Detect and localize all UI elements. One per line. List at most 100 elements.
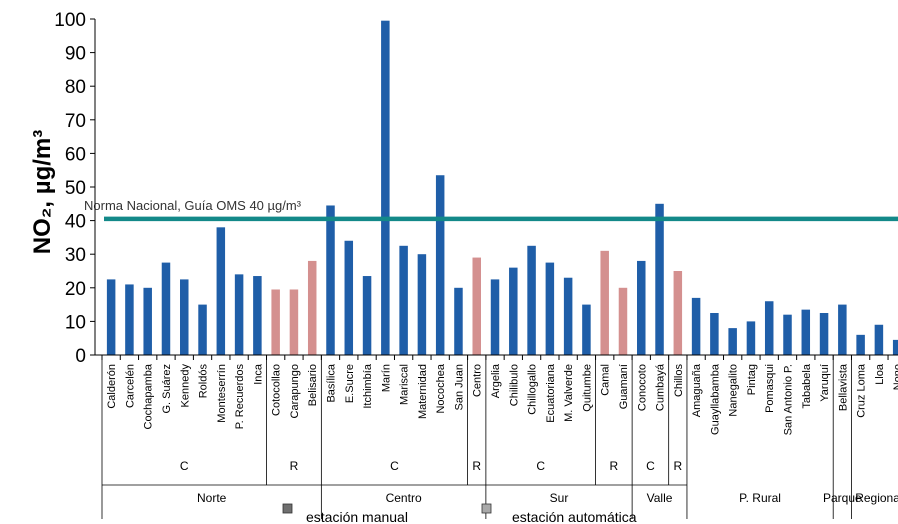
x-tick-label: Camal	[600, 364, 612, 396]
bar-29	[637, 261, 646, 355]
x-tick-label: M. Valverde	[563, 364, 575, 422]
x-tick-label: San Juan	[453, 364, 465, 410]
group-label: Norte	[197, 491, 227, 505]
group-label: Centro	[386, 491, 422, 505]
y-tick-label: 20	[65, 279, 86, 300]
reference-line-label: Norma Nacional, Guía OMS 40 µg/m³	[84, 198, 302, 213]
bar-0	[107, 279, 116, 355]
bar-41	[856, 335, 865, 355]
x-tick-label: Kennedy	[179, 364, 191, 408]
bar-40	[838, 305, 847, 355]
y-tick-label: 50	[65, 178, 86, 199]
legend-swatch-1	[482, 504, 491, 513]
x-tick-label: Nanegalito	[728, 364, 740, 417]
bar-25	[564, 278, 573, 355]
x-tick-label: Cruz Loma	[856, 363, 868, 418]
bar-15	[381, 21, 390, 355]
group-label: Regional	[855, 491, 898, 505]
bar-9	[271, 289, 280, 355]
bar-43	[893, 340, 898, 355]
x-tick-label: Itchimbía	[362, 363, 374, 409]
subgroup-label: R	[610, 459, 619, 473]
x-tick-label: Roldós	[198, 364, 210, 399]
x-tick-label: Inca	[252, 363, 264, 385]
subgroup-label: C	[390, 459, 399, 473]
x-tick-label: Nocochea	[435, 363, 447, 413]
group-label: Valle	[647, 491, 673, 505]
x-tick-label: Tababela	[801, 363, 813, 409]
y-tick-label: 30	[65, 245, 86, 266]
x-tick-label: Carapungo	[289, 364, 301, 418]
x-tick-label: Cotocollao	[271, 364, 283, 416]
bar-4	[180, 279, 189, 355]
bar-24	[546, 263, 555, 355]
x-tick-label: Bellavista	[837, 363, 849, 411]
bar-32	[692, 298, 701, 355]
bar-3	[162, 263, 171, 355]
bar-8	[253, 276, 262, 355]
bar-37	[783, 315, 792, 355]
bar-26	[582, 305, 591, 355]
y-tick-label: 70	[65, 111, 86, 132]
subgroup-label: C	[646, 459, 655, 473]
x-tick-label: Chillos	[673, 364, 685, 398]
x-tick-label: Pomasqui	[764, 364, 776, 413]
bar-2	[143, 288, 152, 355]
bar-17	[418, 254, 427, 355]
bar-12	[326, 205, 335, 355]
subgroup-label: R	[290, 459, 299, 473]
y-tick-label: 60	[65, 144, 86, 165]
x-tick-label: Centro	[472, 364, 484, 397]
bar-19	[454, 288, 463, 355]
bar-33	[710, 313, 719, 355]
bar-7	[235, 274, 244, 355]
x-tick-label: San Antonio P.	[783, 364, 795, 435]
subgroup-label: C	[536, 459, 545, 473]
x-tick-label: Basílica	[326, 363, 338, 402]
group-label: Sur	[550, 491, 569, 505]
legend-swatch-0	[283, 504, 292, 513]
bar-22	[509, 268, 518, 355]
x-tick-label: Calderón	[106, 364, 118, 409]
bar-30	[655, 204, 664, 355]
x-tick-label: Marín	[380, 364, 392, 392]
x-tick-label: Ecuatoriana	[545, 363, 557, 423]
bar-20	[472, 258, 481, 355]
bar-10	[290, 289, 299, 355]
x-tick-label: Maternidad	[417, 364, 429, 419]
bar-18	[436, 175, 445, 355]
x-tick-label: Conocoto	[636, 364, 648, 411]
x-tick-label: G. Suárez	[161, 364, 173, 414]
bar-27	[600, 251, 609, 355]
bar-36	[765, 301, 774, 355]
bar-31	[674, 271, 683, 355]
bar-28	[619, 288, 628, 355]
x-tick-label: Pintag	[746, 364, 758, 395]
legend-label-1: estación automática	[512, 509, 637, 524]
x-tick-label: Quitumbe	[581, 364, 593, 412]
subgroup-label: C	[180, 459, 189, 473]
bar-34	[728, 328, 737, 355]
x-tick-label: Guamaní	[618, 364, 630, 409]
group-label: P. Rural	[739, 491, 781, 505]
bar-5	[198, 305, 207, 355]
bar-38	[802, 310, 811, 355]
x-tick-label: Carcelén	[124, 364, 136, 408]
x-tick-label: Lloa	[874, 363, 886, 385]
y-tick-label: 100	[54, 10, 86, 31]
bar-42	[875, 325, 884, 355]
y-axis-title: NO₂, µg/m³	[29, 130, 56, 255]
x-tick-label: Amaguaña	[691, 363, 703, 417]
x-tick-label: Mariscal	[399, 364, 411, 405]
bar-1	[125, 284, 134, 355]
bar-13	[345, 241, 354, 355]
x-tick-label: Monteserrín	[216, 364, 228, 423]
x-tick-label: Chilibulo	[508, 364, 520, 406]
bar-39	[820, 313, 829, 355]
y-tick-label: 40	[65, 212, 86, 233]
bar-16	[399, 246, 408, 355]
bar-21	[491, 279, 500, 355]
y-tick-label: 80	[65, 77, 86, 98]
legend-label-0: estación manual	[306, 509, 408, 524]
